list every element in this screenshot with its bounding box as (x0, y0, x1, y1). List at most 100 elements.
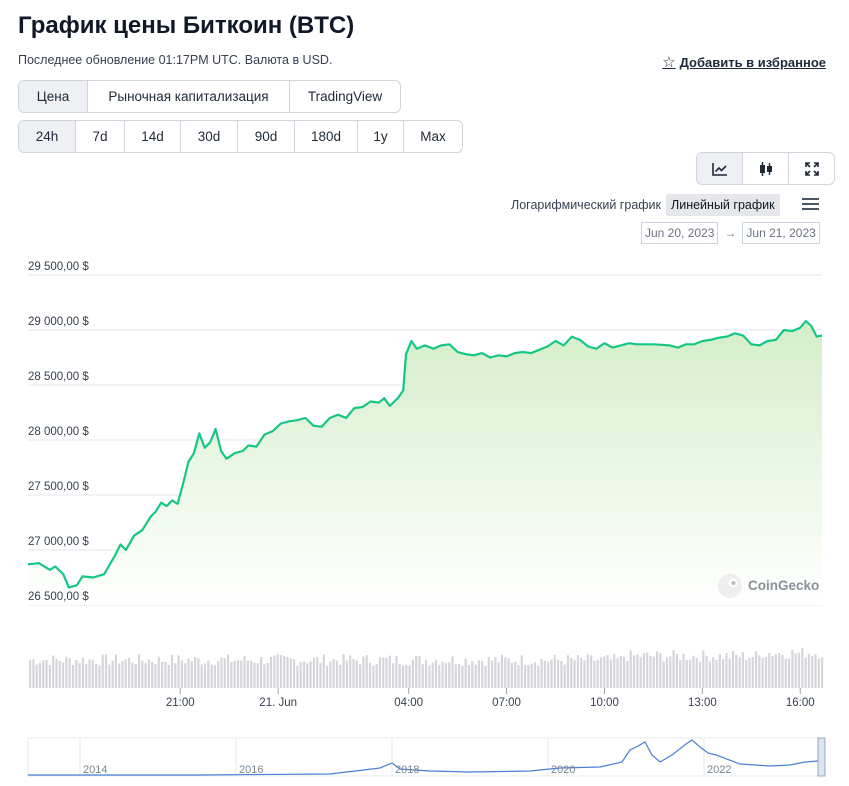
volume-bar (599, 657, 603, 688)
volume-bar (738, 657, 741, 688)
volume-bar (623, 656, 626, 688)
volume-bar (797, 652, 801, 688)
range-max[interactable]: Max (403, 121, 462, 152)
range-180d[interactable]: 180d (294, 121, 357, 152)
volume-bar (583, 660, 586, 688)
volume-bars (29, 648, 824, 688)
range-14d[interactable]: 14d (124, 121, 180, 152)
volume-bar (722, 659, 725, 688)
volume-bar (467, 665, 471, 688)
volume-bar (626, 661, 629, 688)
volume-bar (477, 660, 480, 688)
volume-bar (250, 660, 253, 688)
volume-bar (570, 658, 573, 688)
fullscreen-button[interactable] (788, 153, 834, 184)
candlestick-chart-button[interactable] (742, 153, 788, 184)
volume-bar (210, 664, 213, 688)
line-chart-icon (711, 162, 727, 176)
volume-bar (326, 665, 329, 688)
volume-bar (553, 655, 556, 688)
volume-bar (372, 665, 375, 688)
volume-bar (91, 660, 94, 688)
date-range-arrow: → (724, 226, 737, 240)
volume-bar (38, 663, 42, 688)
volume-bar (603, 656, 606, 688)
volume-bar (58, 661, 61, 688)
volume-bar (755, 651, 758, 688)
line-chart-button[interactable] (697, 153, 742, 184)
range-30d[interactable]: 30d (180, 121, 237, 152)
volume-bar (500, 654, 504, 688)
y-tick-label: 29 000,00 $ (28, 316, 89, 328)
volume-bar (52, 655, 55, 688)
volume-bar (649, 656, 652, 688)
range-24h[interactable]: 24h (19, 121, 75, 152)
volume-bar (42, 660, 45, 688)
volume-bar (801, 648, 804, 688)
volume-bar (223, 658, 226, 688)
volume-bar (685, 660, 688, 688)
volume-bar (454, 664, 457, 688)
range-7d[interactable]: 7d (75, 121, 124, 152)
volume-bar (187, 658, 190, 688)
volume-bar (319, 662, 322, 688)
volume-bar (560, 660, 563, 688)
volume-bar (461, 666, 464, 688)
volume-bar (784, 658, 787, 688)
tab-tradingview[interactable]: TradingView (289, 81, 400, 112)
volume-bar (741, 652, 744, 688)
scale-toggle: Логарифмический график Линейный график (506, 194, 780, 216)
volume-bar (85, 664, 88, 688)
volume-bar (590, 655, 593, 688)
volume-bar (279, 654, 282, 688)
y-tick-label: 29 500,00 $ (28, 261, 89, 273)
volume-bar (708, 661, 711, 688)
linear-scale-option[interactable]: Линейный график (666, 194, 780, 216)
volume-bar (194, 656, 197, 688)
volume-bar (276, 654, 279, 688)
volume-bar (458, 664, 461, 688)
y-tick-label: 28 000,00 $ (28, 426, 89, 438)
range-90d[interactable]: 90d (237, 121, 294, 152)
volume-bar (619, 656, 622, 688)
navigator-tick-label: 2020 (551, 764, 575, 776)
volume-bar (415, 656, 418, 688)
volume-bar (431, 662, 434, 688)
volume-bar (88, 659, 91, 688)
hamburger-menu-icon (802, 198, 819, 210)
volume-bar (613, 654, 616, 688)
volume-bar (642, 653, 645, 688)
volume-bar (788, 658, 791, 688)
volume-bar (695, 658, 698, 688)
volume-bar (375, 664, 378, 688)
volume-bar (355, 660, 358, 688)
volume-bar (104, 654, 108, 688)
chart-menu-button[interactable] (802, 197, 819, 216)
volume-bar (98, 665, 101, 688)
fullscreen-icon (804, 161, 819, 176)
volume-bar (253, 662, 256, 688)
volume-bar (197, 658, 200, 688)
volume-bar (629, 650, 632, 688)
volume-bar (712, 657, 715, 688)
volume-bar (434, 660, 438, 688)
volume-bar (596, 660, 599, 688)
date-to-input[interactable]: Jun 21, 2023 (742, 222, 820, 244)
volume-bar (774, 654, 777, 688)
time-navigator[interactable]: 2014 2016 2018 2020 2022 (27, 737, 826, 777)
add-to-favorites-link[interactable]: ☆ Добавить в избранное (662, 53, 826, 71)
chart-type-switch (696, 152, 835, 185)
date-from-input[interactable]: Jun 20, 2023 (641, 222, 719, 244)
navigator-tick-label: 2018 (395, 764, 419, 776)
range-1y[interactable]: 1y (357, 121, 403, 152)
volume-bar (537, 665, 540, 688)
volume-bar (702, 650, 705, 688)
tab-price[interactable]: Цена (19, 81, 87, 112)
volume-bar (557, 659, 560, 688)
y-tick-label: 27 500,00 $ (28, 481, 89, 493)
log-scale-option[interactable]: Логарифмический график (511, 198, 662, 212)
x-tick-label: 16:00 (786, 697, 815, 709)
tab-market-cap[interactable]: Рыночная капитализация (87, 81, 289, 112)
navigator-handle[interactable] (817, 737, 826, 777)
volume-bar (207, 660, 210, 688)
